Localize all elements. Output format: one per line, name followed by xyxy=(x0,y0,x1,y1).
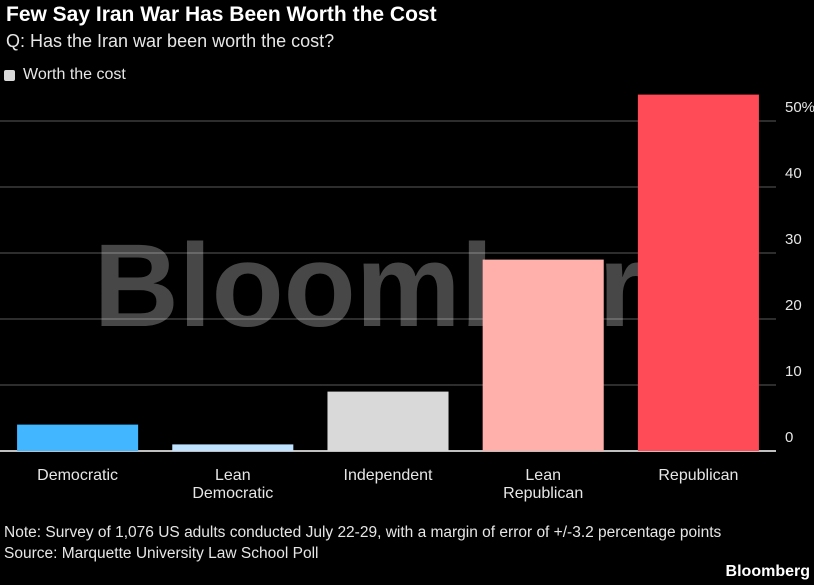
chart-title: Few Say Iran War Has Been Worth the Cost xyxy=(6,3,437,26)
y-tick-label: 50% xyxy=(785,99,814,116)
bar xyxy=(637,94,759,451)
x-category-label: Republican xyxy=(658,467,738,484)
legend-label: Worth the cost xyxy=(23,66,126,83)
footnotes: Note: Survey of 1,076 US adults conducte… xyxy=(4,522,721,564)
y-tick-label: 20 xyxy=(785,297,802,314)
x-category-label: Democratic xyxy=(192,485,273,502)
legend: Worth the cost xyxy=(4,66,126,84)
bar xyxy=(17,424,139,451)
legend-swatch xyxy=(4,69,15,81)
x-category-label: Republican xyxy=(503,485,583,502)
x-category-label: Independent xyxy=(344,467,434,484)
bar xyxy=(327,391,449,451)
watermark-text: Bloomberg xyxy=(94,220,717,352)
bar xyxy=(172,444,294,451)
brand-logo-text: Bloomberg xyxy=(725,563,810,580)
x-category-label: Lean xyxy=(525,467,561,484)
note-text: Note: Survey of 1,076 US adults conducte… xyxy=(4,524,722,541)
x-category-label: Lean xyxy=(215,467,251,484)
x-category-label: Democratic xyxy=(37,467,118,484)
bar xyxy=(482,259,604,451)
y-tick-label: 10 xyxy=(785,363,802,380)
source-text: Source: Marquette University Law School … xyxy=(4,545,319,562)
y-tick-label: 40 xyxy=(785,165,802,182)
y-tick-label: 0 xyxy=(785,429,793,446)
y-tick-label: 30 xyxy=(785,231,802,248)
chart-subtitle: Q: Has the Iran war been worth the cost? xyxy=(6,31,335,51)
